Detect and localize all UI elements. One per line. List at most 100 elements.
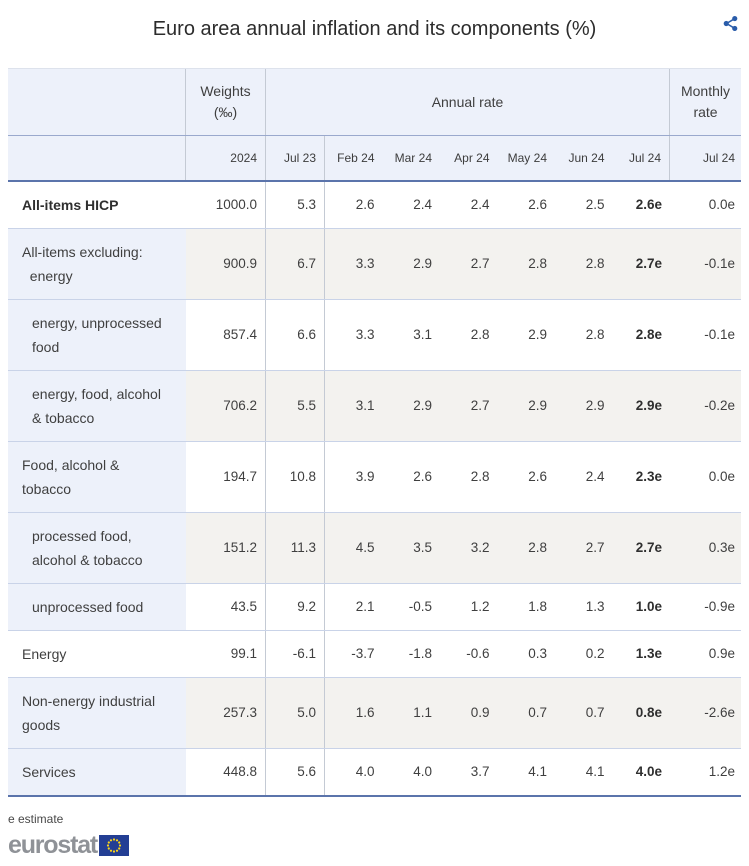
weight-cell: 43.5 <box>186 584 266 630</box>
annual-rate-cell: 2.9 <box>528 327 547 342</box>
annual-rate-cell: 0.9 <box>440 678 498 748</box>
row-label: Non-energy industrial goods <box>8 678 186 748</box>
annual-rate-cell: 2.4 <box>413 197 432 212</box>
subheader-empty-cell <box>8 136 186 180</box>
annual-rate-cell: 5.3 <box>266 182 325 228</box>
weight-cell: 194.7 <box>186 442 266 512</box>
annual-rate-cell: 2.9 <box>382 229 440 299</box>
row-label: All-items HICP <box>22 197 119 213</box>
monthly-rate-cell: 0.0e <box>708 197 735 212</box>
annual-rate-cell: 1.2 <box>470 599 490 614</box>
column-header-weights-year: 2024 <box>186 136 266 180</box>
annual-rate-cell: 0.7 <box>555 678 613 748</box>
annual-rate-cell: 4.1 <box>528 764 547 779</box>
weight-cell: 1000.0 <box>186 182 266 228</box>
annual-rate-cell: 6.7 <box>266 229 325 299</box>
annual-rate-latest-cell: 1.0e <box>635 599 662 614</box>
row-label: energy, food, alcohol & tobacco <box>8 371 186 441</box>
weight-cell: 151.2 <box>186 513 266 583</box>
annual-rate-cell: 2.8 <box>470 327 490 342</box>
annual-rate-cell: 10.8 <box>266 442 325 512</box>
column-header-month: Mar 24 <box>382 136 440 180</box>
annual-rate-latest-cell: 4.0e <box>635 764 662 779</box>
row-label: processed food, alcohol & tobacco <box>8 513 186 583</box>
annual-rate-cell: 3.7 <box>470 764 490 779</box>
annual-rate-cell: 9.2 <box>266 584 325 630</box>
annual-rate-header: Annual rate <box>266 69 670 135</box>
annual-rate-cell: 2.6 <box>413 469 432 484</box>
weight-cell: 448.8 <box>186 749 266 795</box>
annual-rate-cell: 11.3 <box>266 513 325 583</box>
annual-rate-cell: 5.6 <box>266 749 325 795</box>
annual-rate-cell: 2.8 <box>470 469 490 484</box>
annual-rate-cell: 1.1 <box>382 678 440 748</box>
annual-rate-cell: 2.1 <box>355 599 375 614</box>
annual-rate-cell: 2.4 <box>585 469 605 484</box>
annual-rate-latest-cell: 2.6e <box>635 197 662 212</box>
eu-flag-icon <box>99 835 130 856</box>
table-body: All-items HICP 1000.0 5.3 2.6 2.4 2.4 2.… <box>8 182 741 797</box>
column-header-monthly-month: Jul 24 <box>670 136 741 180</box>
annual-rate-cell: 2.5 <box>585 197 605 212</box>
row-label: Energy <box>22 646 67 662</box>
monthly-rate-cell: -0.1e <box>670 229 741 299</box>
monthly-rate-cell: -0.1e <box>704 327 735 342</box>
annual-rate-cell: 3.3 <box>325 229 383 299</box>
annual-rate-cell: 0.2 <box>585 646 605 661</box>
monthly-rate-cell: 0.3e <box>670 513 741 583</box>
monthly-rate-cell: -0.9e <box>704 599 735 614</box>
column-header-month: Jul 24 <box>612 136 670 180</box>
monthly-rate-cell: -0.2e <box>670 371 741 441</box>
annual-rate-cell: 3.3 <box>355 327 375 342</box>
annual-rate-cell: 2.4 <box>470 197 490 212</box>
share-button[interactable] <box>720 13 740 33</box>
annual-rate-cell: 2.7 <box>440 371 498 441</box>
column-header-month: Feb 24 <box>325 136 383 180</box>
annual-rate-cell: 1.3 <box>585 599 605 614</box>
table-row: energy, unprocessed food 857.4 6.6 3.3 3… <box>8 300 741 371</box>
column-header-month: May 24 <box>497 136 555 180</box>
weights-header: Weights (‰) <box>186 69 266 135</box>
table-row: Non-energy industrial goods 257.3 5.0 1.… <box>8 678 741 749</box>
annual-rate-cell: 3.5 <box>382 513 440 583</box>
column-header-month: Jul 23 <box>266 136 325 180</box>
weight-cell: 257.3 <box>186 678 266 748</box>
annual-rate-cell: 0.3 <box>528 646 547 661</box>
annual-rate-cell: 6.6 <box>266 300 325 370</box>
annual-rate-cell: 4.0 <box>355 764 375 779</box>
annual-rate-cell: -0.5 <box>408 599 432 614</box>
table-row: unprocessed food 43.5 9.2 2.1 -0.5 1.2 1… <box>8 584 741 631</box>
eurostat-logo: eurostat <box>8 833 749 858</box>
table-row: Energy 99.1 -6.1 -3.7 -1.8 -0.6 0.3 0.2 … <box>8 631 741 678</box>
table-row: Services 448.8 5.6 4.0 4.0 3.7 4.1 4.1 4… <box>8 749 741 797</box>
annual-rate-cell: 1.8 <box>528 599 547 614</box>
annual-rate-cell: 2.9 <box>382 371 440 441</box>
annual-rate-cell: 2.6 <box>528 469 547 484</box>
annual-rate-cell: 4.0 <box>413 764 432 779</box>
row-label: unprocessed food <box>8 584 186 630</box>
row-label: Food, alcohol & tobacco <box>8 442 186 512</box>
monthly-rate-cell: -2.6e <box>670 678 741 748</box>
weight-cell: 900.9 <box>186 229 266 299</box>
share-icon <box>722 15 739 32</box>
annual-rate-cell: 2.9 <box>555 371 613 441</box>
annual-rate-cell: -6.1 <box>266 631 325 677</box>
weight-cell: 99.1 <box>186 631 266 677</box>
annual-rate-cell: 2.7 <box>555 513 613 583</box>
annual-rate-latest-cell: 2.3e <box>635 469 662 484</box>
annual-rate-latest-cell: 0.8e <box>612 678 670 748</box>
monthly-rate-header: Monthly rate <box>670 69 741 135</box>
row-label: Services <box>8 749 186 795</box>
header-empty-cell <box>8 69 186 135</box>
table-row: Food, alcohol & tobacco 194.7 10.8 3.9 2… <box>8 442 741 513</box>
annual-rate-cell: 5.5 <box>266 371 325 441</box>
annual-rate-latest-cell: 2.7e <box>612 513 670 583</box>
estimate-footnote: e estimate <box>8 812 64 826</box>
annual-rate-cell: 5.0 <box>266 678 325 748</box>
table-row: All-items excluding: energy 900.9 6.7 3.… <box>8 229 741 300</box>
weight-cell: 706.2 <box>186 371 266 441</box>
weight-cell: 857.4 <box>186 300 266 370</box>
annual-rate-cell: 2.7 <box>440 229 498 299</box>
column-header-month: Apr 24 <box>440 136 498 180</box>
column-header-month: Jun 24 <box>555 136 613 180</box>
